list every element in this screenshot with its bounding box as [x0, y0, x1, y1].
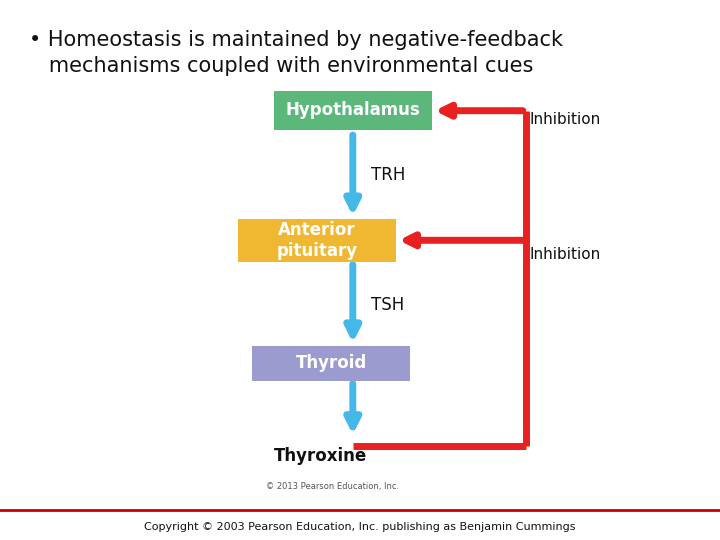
Text: • Homeostasis is maintained by negative-feedback
   mechanisms coupled with envi: • Homeostasis is maintained by negative-… [29, 30, 563, 76]
Text: © 2013 Pearson Education, Inc.: © 2013 Pearson Education, Inc. [266, 482, 400, 491]
Text: TSH: TSH [371, 296, 404, 314]
Text: Anterior
pituitary: Anterior pituitary [276, 221, 357, 260]
Text: Thyroid: Thyroid [296, 354, 366, 372]
FancyBboxPatch shape [252, 346, 410, 381]
Text: Inhibition: Inhibition [529, 247, 600, 262]
Text: Thyroxine: Thyroxine [274, 447, 367, 465]
Text: Inhibition: Inhibition [529, 112, 600, 127]
FancyBboxPatch shape [274, 91, 432, 130]
Text: Copyright © 2003 Pearson Education, Inc. publishing as Benjamin Cummings: Copyright © 2003 Pearson Education, Inc.… [144, 522, 576, 532]
Text: Hypothalamus: Hypothalamus [285, 101, 420, 119]
FancyBboxPatch shape [238, 219, 396, 262]
Text: TRH: TRH [371, 166, 405, 185]
